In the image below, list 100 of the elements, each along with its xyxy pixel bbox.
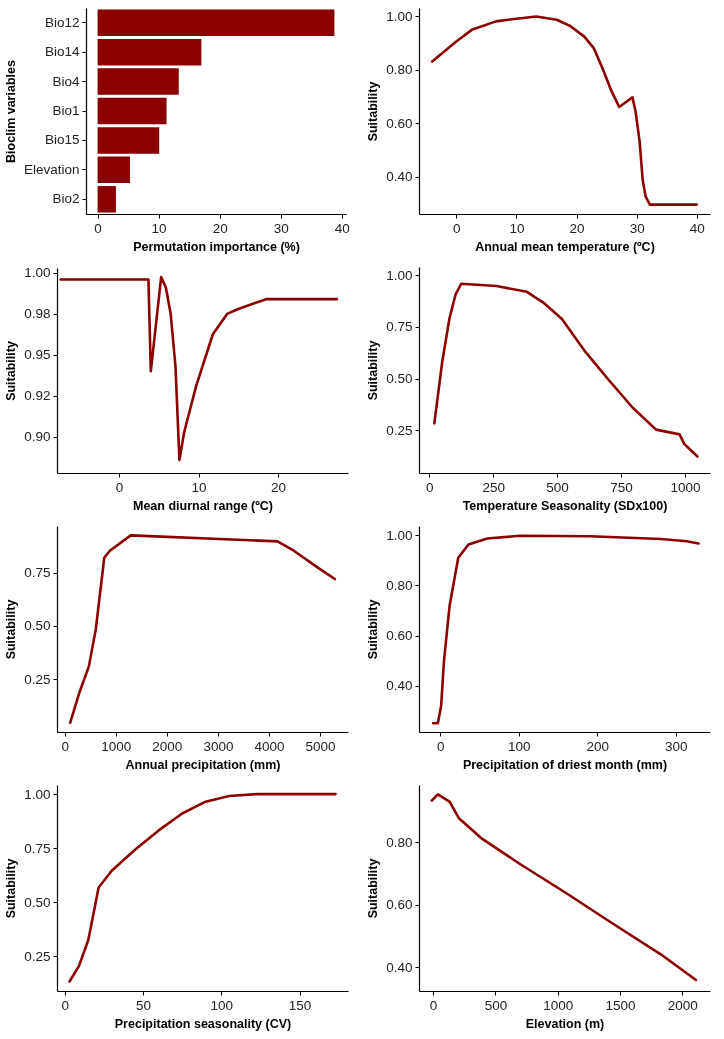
y-tick-label: 0.95 [24,347,51,363]
y-tick-label: 0.40 [386,678,413,694]
x-tick-label: 250 [482,479,505,495]
y-tick-label: 0.50 [24,618,51,634]
x-tick-label: 20 [569,220,585,236]
x-tick-label: 200 [586,738,610,754]
y-tick-label: 0.92 [24,388,51,404]
y-axis-title: Suitability [4,858,19,919]
y-tick-label: 0.60 [386,628,413,644]
y-axis-title: Suitability [366,340,381,401]
y-axis-title: Suitability [366,599,381,660]
x-tick-label: 100 [210,997,234,1013]
x-tick-label: 500 [546,479,569,495]
x-tick-label: 1500 [605,997,636,1013]
bar [97,38,202,66]
y-axis-title: Suitability [366,858,381,919]
y-tick-label: 1.00 [24,786,51,802]
x-tick-label: 100 [507,738,531,754]
y-tick-label: 0.25 [24,948,51,964]
x-axis-title: Mean diurnal range (ºC) [133,499,273,513]
x-axis-title: Precipitation of driest month (mm) [462,758,668,772]
line-series [430,793,698,982]
x-tick-label: 40 [334,220,350,236]
y-tick-label: 0.75 [24,565,51,581]
y-tick-label: 1.00 [386,267,413,283]
bar [97,156,130,184]
x-tick-label: 1000 [543,997,574,1013]
x-tick-label: 0 [94,220,102,236]
y-tick-label: 0.25 [386,422,413,438]
x-tick-label: 0 [61,738,69,754]
y-axis-title: Suitability [4,341,19,401]
x-tick-label: 500 [484,997,508,1013]
y-tick-label: Bio14 [44,44,80,60]
y-axis-title: Bioclim variables [3,60,18,163]
y-tick-label: 0.98 [24,306,51,322]
x-tick-label: 20 [271,479,287,495]
x-axis-title: Temperature Seasonality (SDx100) [462,499,668,513]
x-axis-title: Annual precipitation (mm) [125,758,281,772]
x-tick-label: 2000 [667,997,698,1013]
x-tick-label: 3000 [203,738,234,754]
x-tick-label: 0 [61,997,70,1013]
y-tick-label: 0.50 [24,894,51,910]
y-tick-label: 0.80 [386,834,413,850]
line-series [430,15,699,206]
x-tick-label: 40 [689,220,705,236]
y-tick-label: Bio2 [52,191,80,207]
x-tick-label: 1000 [101,738,132,754]
bar [97,97,167,125]
x-tick-label: 10 [509,220,525,236]
y-tick-label: Bio4 [52,73,80,89]
y-tick-label: 0.50 [386,371,413,387]
x-tick-label: 10 [151,220,167,236]
y-tick-label: Bio12 [44,14,80,30]
x-tick-label: 4000 [254,738,285,754]
line-series [431,534,700,725]
line-series [68,792,337,983]
y-tick-label: 0.25 [24,671,51,687]
y-tick-label: Elevation [23,161,80,177]
x-axis-title: Permutation importance (%) [133,240,300,254]
y-tick-label: 0.60 [386,115,413,131]
x-tick-label: 150 [288,997,312,1013]
x-axis-title: Annual mean temperature (ºC) [475,240,655,254]
y-axis-title: Suitability [4,599,19,660]
x-tick-label: 20 [212,220,228,236]
y-tick-label: 0.75 [24,840,51,856]
y-tick-label: 1.00 [386,8,413,24]
x-tick-label: 10 [191,479,207,495]
x-tick-label: 750 [610,479,633,495]
x-tick-label: 1000 [670,479,701,495]
y-tick-label: 0.40 [386,959,413,975]
x-tick-label: 0 [115,479,124,495]
y-tick-label: 0.75 [386,319,413,335]
y-tick-label: 0.40 [386,169,413,185]
x-tick-label: 30 [273,220,289,236]
y-tick-label: 0.80 [386,577,413,593]
y-axis-title: Suitability [366,81,381,142]
y-tick-label: 1.00 [386,527,413,543]
x-axis-title: Elevation (m) [525,1017,605,1031]
x-tick-label: 0 [425,479,434,495]
x-tick-label: 0 [453,220,461,236]
line-series [59,275,339,462]
line-series [68,534,337,724]
y-tick-label: 0.80 [386,62,413,78]
x-tick-label: 2000 [152,738,183,754]
bar [97,68,179,95]
y-tick-label: Bio15 [44,132,80,148]
x-tick-label: 0 [436,738,445,754]
x-tick-label: 30 [629,220,645,236]
x-tick-label: 0 [429,997,438,1013]
x-tick-label: 50 [136,997,152,1013]
x-tick-label: 300 [665,738,688,754]
x-tick-label: 5000 [305,738,336,754]
line-series [433,282,699,458]
bar [97,186,116,213]
y-tick-label: 0.60 [386,897,413,913]
y-tick-label: 0.90 [24,429,51,445]
y-tick-label: Bio1 [52,103,80,118]
bar [97,127,160,154]
y-tick-label: 1.00 [24,265,51,281]
bar [97,9,335,36]
